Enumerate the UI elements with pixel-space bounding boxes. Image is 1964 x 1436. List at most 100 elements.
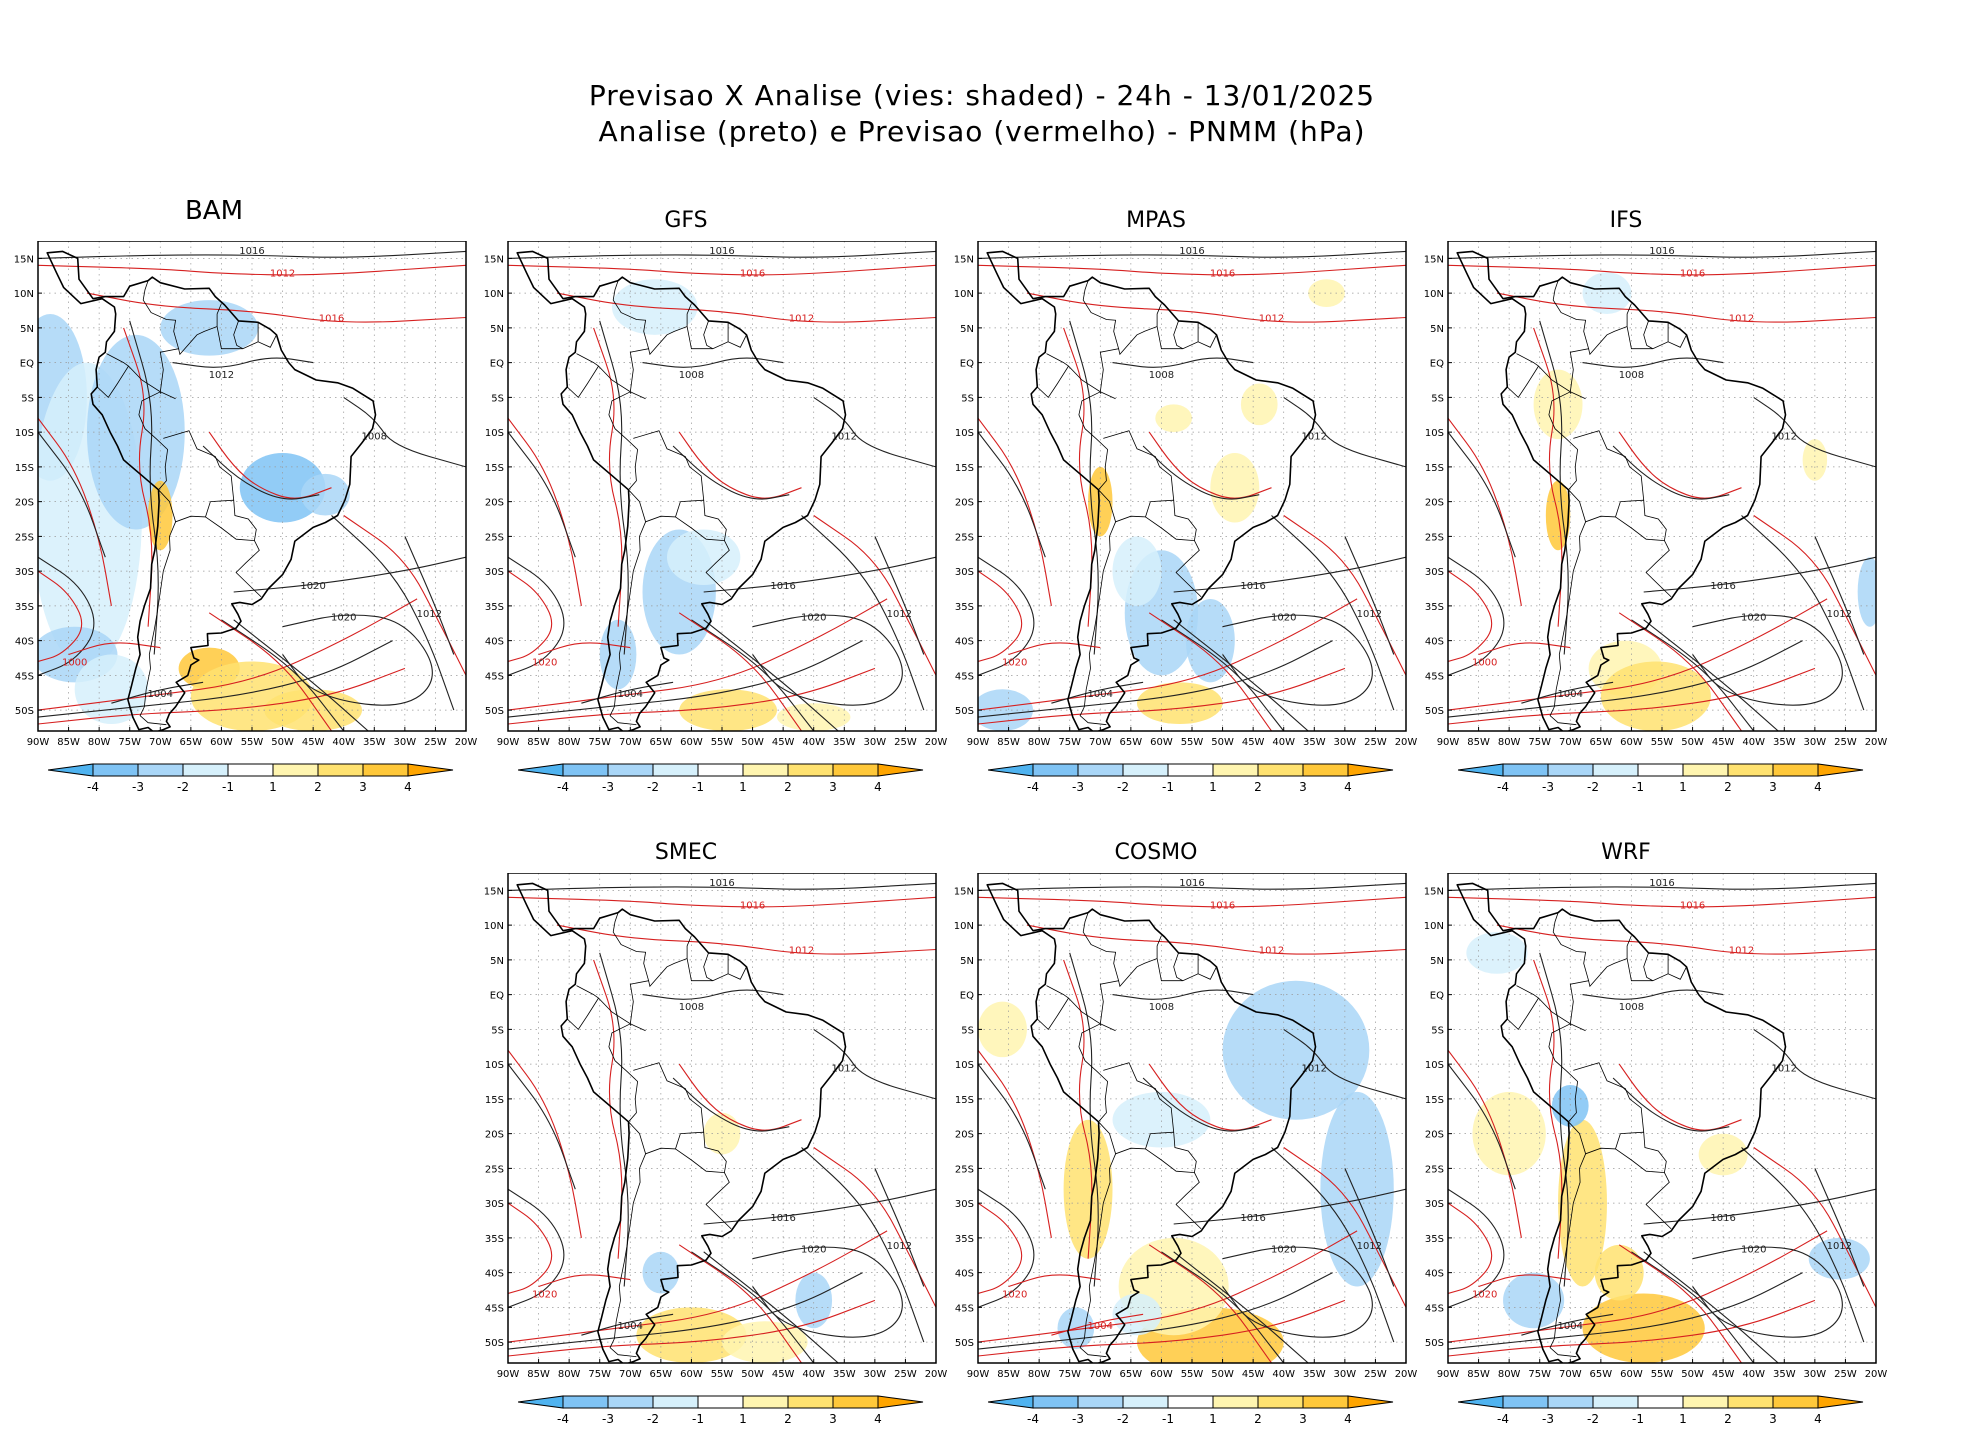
lat-tick-label: 45S (485, 1303, 504, 1314)
lat-tick-label: 40S (955, 637, 974, 648)
isobar-label: 1016 (709, 878, 734, 889)
isobar-label: 1012 (832, 432, 857, 443)
lon-tick-label: 40W (802, 737, 825, 748)
isobar-label: 1016 (740, 268, 765, 279)
lon-tick-label: 55W (711, 737, 734, 748)
bias-shading-area (722, 1321, 808, 1363)
lon-tick-label: 25W (894, 1369, 917, 1380)
lat-tick-label: 35S (1425, 1234, 1444, 1245)
lon-tick-label: 30W (1804, 1369, 1827, 1380)
colorbar-tick-label: 1 (1679, 780, 1687, 794)
isobar-label: 1016 (1710, 1213, 1735, 1224)
isobar-label: 1020 (1271, 612, 1296, 623)
isobar-label: 1016 (319, 313, 344, 324)
lat-tick-label: 15N (954, 254, 974, 265)
lat-tick-label: EQ (960, 359, 974, 370)
lat-tick-label: 30S (15, 567, 34, 578)
lon-tick-label: 40W (802, 1369, 825, 1380)
colorbar-tick-label: 4 (874, 1412, 882, 1426)
colorbar-tick-label: 1 (739, 1412, 747, 1426)
isobar-label: 1012 (1772, 432, 1797, 443)
lon-tick-label: 80W (558, 1369, 581, 1380)
lon-tick-label: 90W (967, 1369, 990, 1380)
colorbar-tick-label: 3 (1769, 780, 1777, 794)
lon-tick-label: 70W (1559, 1369, 1582, 1380)
lon-tick-label: 40W (332, 737, 355, 748)
isobar-label: 1020 (1741, 1244, 1766, 1255)
colorbar-gfs: -4 -3 -2 -1 1 2 3 4 (518, 763, 924, 794)
lat-tick-label: 10N (484, 289, 504, 300)
colorbar-tick-label: 4 (1344, 1412, 1352, 1426)
bias-shading-area (795, 1272, 833, 1329)
lat-tick-label: 5N (960, 956, 974, 967)
bias-shading-area (1808, 1237, 1870, 1280)
lat-tick-label: 45S (485, 671, 504, 682)
lat-tick-label: 15N (484, 886, 504, 897)
lat-tick-label: 10N (954, 289, 974, 300)
lat-tick-label: 15N (1424, 886, 1444, 897)
lon-tick-label: 50W (1211, 1369, 1234, 1380)
bias-shading-area (1600, 661, 1711, 731)
lat-tick-label: 10N (1424, 289, 1444, 300)
colorbar-tick-label: 4 (874, 780, 882, 794)
lat-tick-label: 25S (1425, 1164, 1444, 1175)
lon-tick-label: 60W (680, 1369, 703, 1380)
bias-shading-area (978, 1001, 1027, 1058)
lon-tick-label: 30W (1804, 737, 1827, 748)
colorbar-tick-label: -1 (222, 780, 234, 794)
lat-tick-label: 40S (485, 1269, 504, 1280)
lat-tick-label: 25S (485, 1164, 504, 1175)
lat-tick-label: 30S (1425, 567, 1444, 578)
isobar-label: 1020 (331, 612, 356, 623)
colorbar-tick-label: 3 (1769, 1412, 1777, 1426)
lat-tick-label: 50S (1425, 1338, 1444, 1349)
colorbar-tick-label: 1 (1679, 1412, 1687, 1426)
lat-tick-label: 40S (485, 637, 504, 648)
lat-tick-label: 10N (14, 289, 34, 300)
colorbar-tick-label: -3 (1072, 780, 1084, 794)
lon-tick-label: 75W (118, 737, 141, 748)
bias-shading-area (1112, 1293, 1162, 1336)
lat-tick-label: EQ (1430, 991, 1444, 1002)
bias-shading-area (777, 703, 851, 731)
coastline (1456, 250, 1787, 731)
colorbar-tick-label: -3 (132, 780, 144, 794)
lon-tick-label: 50W (1211, 737, 1234, 748)
colorbar-tick-label: -2 (647, 1412, 659, 1426)
lon-tick-label: 90W (27, 737, 50, 748)
colorbar-tick-label: -4 (1497, 780, 1509, 794)
map-panel-gfs: 1016 1016 1012 1008 1012 1020 1016 1004 1020 1012… (484, 241, 947, 748)
colorbar-tick-label: 4 (1814, 780, 1822, 794)
lat-tick-label: 40S (1425, 637, 1444, 648)
bias-shading-area (239, 452, 326, 523)
isobar-label: 1000 (62, 657, 87, 668)
isobar-label: 1012 (1302, 1064, 1327, 1075)
lon-tick-label: 70W (1089, 737, 1112, 748)
isobar-label: 1008 (1619, 370, 1644, 381)
lon-tick-label: 60W (1150, 1369, 1173, 1380)
isobar-label: 1016 (1680, 900, 1705, 911)
lon-tick-label: 50W (271, 737, 294, 748)
lon-tick-label: 25W (1364, 1369, 1387, 1380)
colorbar-tick-label: 4 (404, 780, 412, 794)
lat-tick-label: 5S (961, 393, 974, 404)
bias-shading-area (1558, 1119, 1607, 1287)
lon-tick-label: 40W (1742, 737, 1765, 748)
lat-tick-label: 5N (960, 324, 974, 335)
lat-tick-label: 10N (1424, 921, 1444, 932)
lon-tick-label: 60W (1620, 1369, 1643, 1380)
lat-tick-label: 10S (955, 428, 974, 439)
bias-shading-area (1136, 682, 1223, 725)
lon-tick-label: 25W (1834, 737, 1857, 748)
colorbar-tick-label: -1 (692, 780, 704, 794)
isobar-label: 1004 (618, 1321, 643, 1332)
lat-tick-label: 10S (485, 1060, 504, 1071)
colorbar-smec: -4 -3 -2 -1 1 2 3 4 (518, 1395, 924, 1426)
isobar-label: 1012 (1259, 313, 1284, 324)
lon-tick-label: 85W (57, 737, 80, 748)
isobar-label: 1012 (789, 945, 814, 956)
lat-tick-label: 15S (1425, 463, 1444, 474)
lat-tick-label: 5S (491, 1025, 504, 1036)
lon-tick-label: 75W (588, 737, 611, 748)
lon-tick-label: 20W (1395, 1369, 1418, 1380)
